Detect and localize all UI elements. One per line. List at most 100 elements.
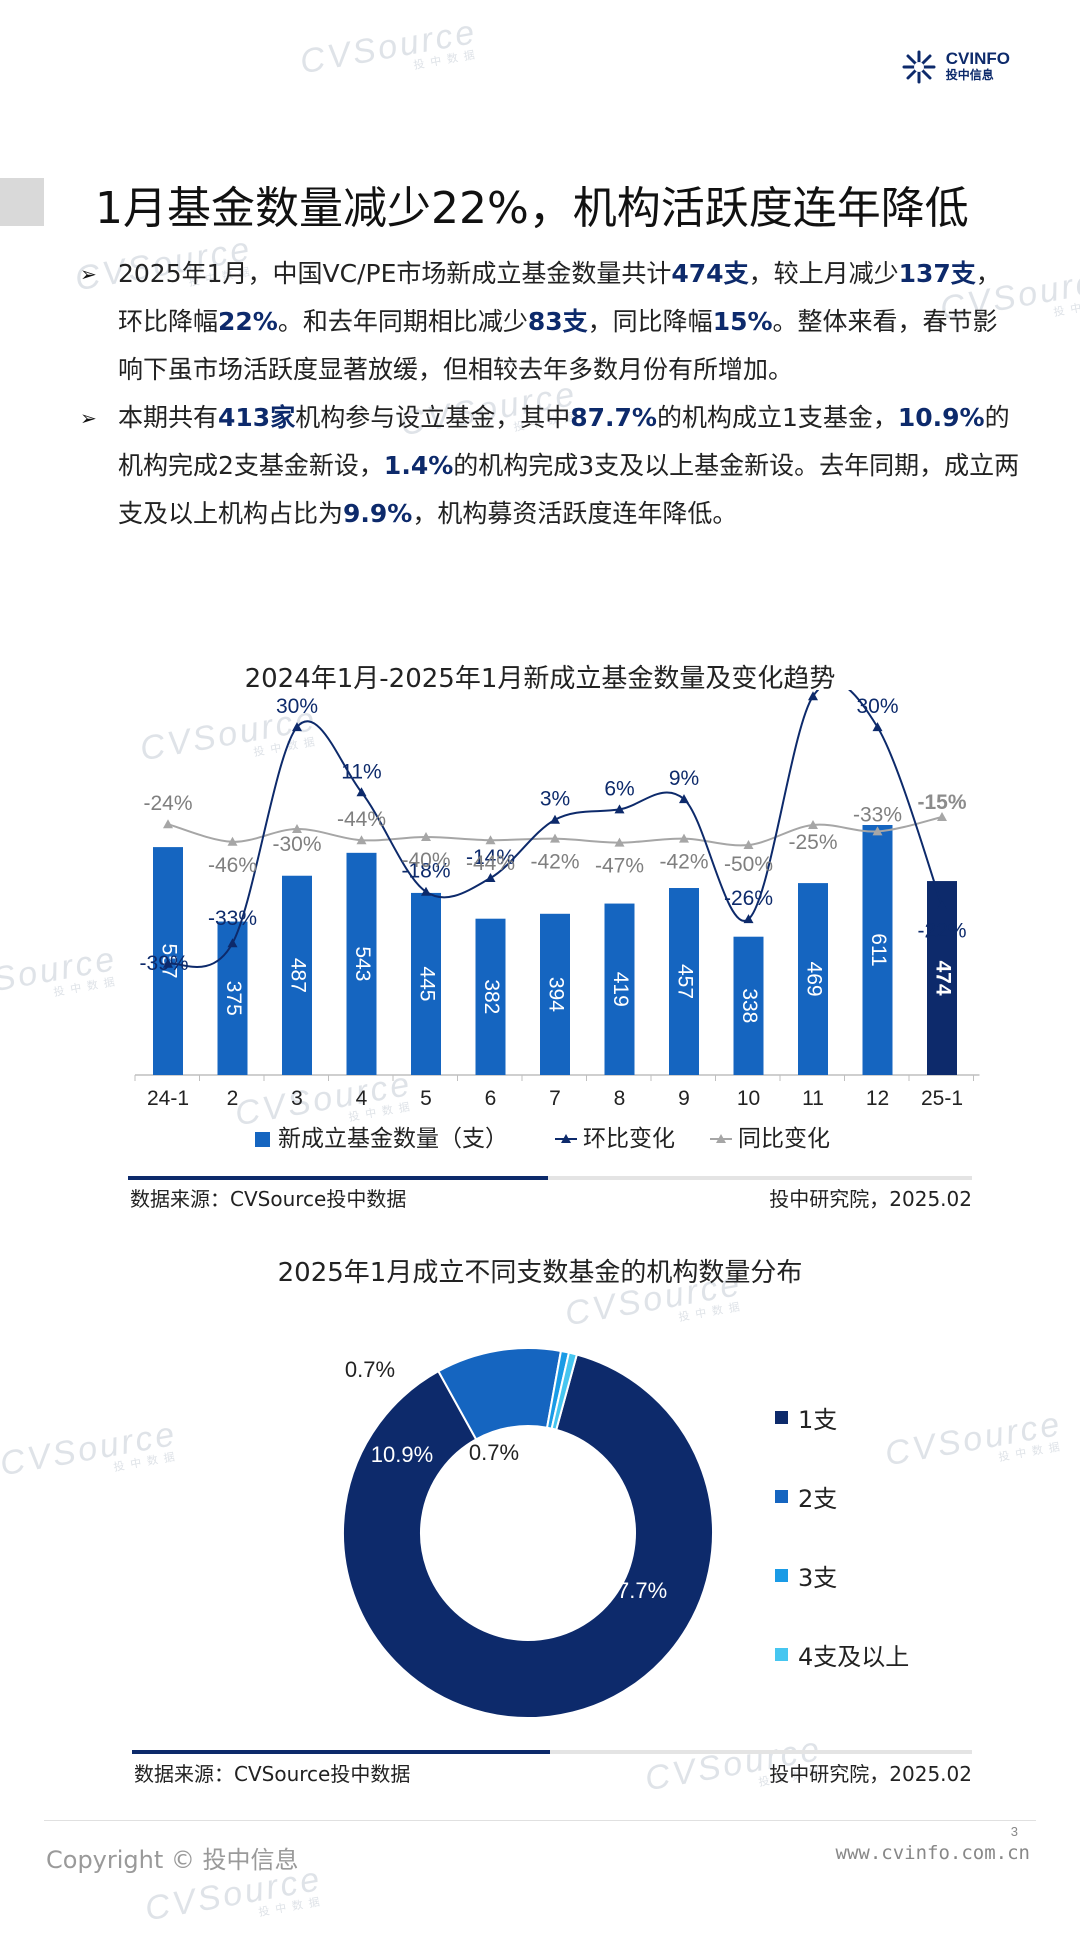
yoy-label: -15% — [917, 791, 966, 814]
slice-label: 0.7% — [345, 1357, 395, 1382]
legend-marker-mom — [561, 1134, 571, 1143]
yoy-point — [356, 835, 367, 845]
highlight-figure: 1.4% — [383, 451, 454, 480]
yoy-label: -30% — [272, 833, 321, 856]
yoy-point — [614, 837, 625, 847]
x-tick-label: 9 — [678, 1087, 690, 1110]
legend-marker-yoy — [716, 1134, 726, 1143]
x-tick-label: 8 — [614, 1087, 626, 1110]
slice-label: 0.7% — [469, 1440, 519, 1465]
text-run: 机构参与设立基金，其中 — [295, 403, 571, 432]
bar-value-label: 487 — [286, 958, 309, 993]
legend-item: 3支 — [775, 1536, 909, 1615]
bar-value-label: 338 — [738, 988, 761, 1023]
mom-label: -22% — [917, 919, 966, 942]
legend-label: 2支 — [798, 1485, 838, 1513]
yoy-point — [937, 812, 947, 821]
mom-point — [937, 900, 947, 910]
bar-value-label: 457 — [673, 964, 696, 999]
highlight-figure: 474支 — [671, 259, 749, 288]
bar — [282, 875, 312, 1075]
yoy-label: -24% — [143, 792, 192, 815]
bar-value-label: 394 — [544, 977, 567, 1012]
mom-label: -18% — [401, 860, 450, 883]
legend-item: 1支 — [775, 1378, 909, 1457]
bar — [475, 918, 506, 1075]
x-tick-label: 25-1 — [921, 1087, 963, 1110]
x-tick-label: 5 — [420, 1087, 432, 1110]
mom-point — [485, 873, 496, 883]
mom-label: 6% — [604, 777, 634, 800]
bar-value-label: 445 — [415, 966, 438, 1001]
donut-slice — [550, 1351, 579, 1432]
bar — [862, 825, 893, 1075]
source-rule — [548, 1176, 972, 1180]
yoy-point — [227, 836, 238, 846]
text-run: 的机构完成3支及以上基金新设。去年同期，成立两支及以上机构占比为 — [118, 451, 1020, 528]
yoy-label: -42% — [530, 851, 579, 874]
logo-icon — [902, 50, 936, 84]
bar — [669, 888, 699, 1075]
bullet-item: ➢ 2025年1月，中国VC/PE市场新成立基金数量共计474支，较上月减少137… — [80, 250, 1020, 394]
logo-subtitle: 投中信息 — [945, 68, 994, 82]
mom-label: 3% — [540, 788, 570, 811]
donut-slice — [342, 1353, 714, 1719]
x-tick-label: 6 — [485, 1087, 497, 1110]
arrow-bullet-icon: ➢ — [80, 262, 97, 286]
bullet-list: ➢ 2025年1月，中国VC/PE市场新成立基金数量共计474支，较上月减少137… — [80, 250, 1020, 538]
yoy-label: -44% — [466, 852, 515, 875]
text-run: ，环比降幅 — [118, 259, 1001, 336]
footer-divider — [44, 1820, 1036, 1821]
bar-value-label: 469 — [802, 962, 825, 997]
bullet-text: 本期共有413家机构参与设立基金，其中87.7%的机构成立1支基金，10.9%的… — [118, 403, 1019, 528]
text-run: ，同比降幅 — [587, 307, 713, 336]
pie-legend: 1支 2支 3支 4支及以上 — [775, 1378, 909, 1694]
logo-brand: CVINFO — [945, 49, 1010, 68]
legend-label: 新成立基金数量（支） — [278, 1126, 508, 1152]
mom-point — [614, 804, 625, 814]
x-tick-label: 10 — [737, 1087, 760, 1110]
mom-point — [872, 722, 883, 732]
yoy-point — [679, 833, 689, 843]
mom-point — [356, 787, 367, 797]
source-rule — [128, 1176, 548, 1180]
yoy-label: -40% — [401, 849, 450, 872]
legend-item: 4支及以上 — [775, 1615, 909, 1694]
x-tick-label: 7 — [549, 1087, 561, 1110]
copyright: Copyright © 投中信息 — [46, 1846, 299, 1874]
text-run: 。整体来看，春节影响下虽市场活跃度显著放缓，但相较去年多数月份有所增加。 — [118, 307, 998, 384]
yoy-label: -25% — [788, 831, 837, 854]
legend-swatch — [775, 1490, 788, 1503]
text-run: 。和去年同期相比减少 — [277, 307, 528, 336]
highlight-figure: 137支 — [898, 259, 976, 288]
mom-point — [163, 958, 173, 968]
mom-point — [292, 722, 302, 732]
highlight-figure: 10.9% — [897, 403, 985, 432]
highlight-figure: 9.9% — [343, 499, 413, 528]
watermark: CVSource 投中数据 — [882, 1404, 1067, 1474]
mom-point — [679, 794, 689, 804]
legend-label: 4支及以上 — [798, 1643, 910, 1671]
text-run: 本期共有 — [118, 403, 219, 432]
yoy-point — [292, 824, 302, 833]
text-run: ，机构募资活跃度连年降低。 — [412, 499, 738, 528]
institution-distribution-chart: 87.7% 10.9% 0.7% 0.7% — [342, 1347, 714, 1719]
text-run: ，较上月减少 — [748, 259, 899, 288]
mom-point — [743, 914, 754, 924]
bar-value-label: 611 — [867, 933, 890, 966]
x-tick-label: 24-1 — [147, 1087, 189, 1110]
legend-swatch — [775, 1411, 788, 1424]
mom-point — [550, 814, 560, 824]
slice-label: 87.7% — [605, 1578, 667, 1603]
mom-label: 30% — [856, 695, 898, 718]
mom-label: -39% — [139, 952, 188, 975]
legend-item: 2支 — [775, 1457, 909, 1536]
yoy-point — [872, 826, 883, 836]
publisher-label: 投中研究院，2025.02 — [769, 1762, 972, 1786]
yoy-label: -44% — [337, 808, 386, 831]
brand-logo: CVINFO 投中信息 — [900, 48, 1010, 86]
yoy-point — [485, 835, 496, 845]
highlight-figure: 87.7% — [570, 403, 657, 432]
mom-label: -26% — [724, 887, 773, 910]
legend-label: 1支 — [798, 1406, 838, 1434]
